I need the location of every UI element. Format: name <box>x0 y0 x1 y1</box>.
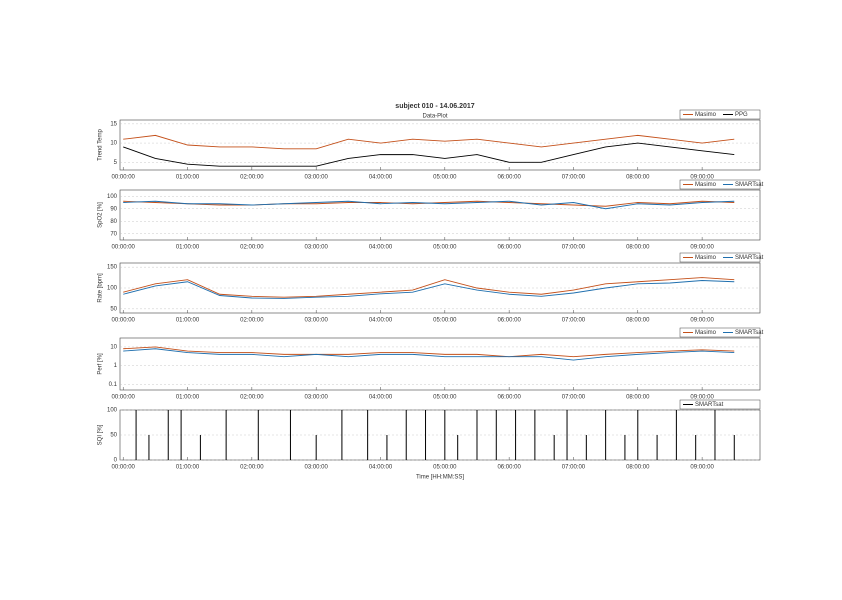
x-tick-label: 09:00:00 <box>690 395 714 401</box>
x-tick-label: 04:00:00 <box>369 175 393 181</box>
y-axis-label: SQI [%] <box>98 424 104 445</box>
legend-box <box>679 399 761 410</box>
x-tick-label: 02:00:00 <box>240 395 264 401</box>
x-tick-label: 07:00:00 <box>562 245 586 251</box>
legend-box <box>679 327 761 338</box>
y-tick-label: 0.1 <box>109 382 118 388</box>
legend-label: SMARTsat <box>735 255 764 261</box>
y-tick-label: 15 <box>110 121 117 127</box>
x-tick-label: 03:00:00 <box>305 245 329 251</box>
x-tick-label: 06:00:00 <box>497 175 521 181</box>
x-tick-label: 07:00:00 <box>562 175 586 181</box>
legend-box <box>679 179 761 190</box>
x-tick-label: 00:00:00 <box>112 395 136 401</box>
series-line <box>123 346 735 358</box>
y-axis-label: SpO2 [%] <box>98 202 104 228</box>
legend-label: SMARTsat <box>735 330 764 336</box>
y-tick-label: 90 <box>110 206 117 212</box>
y-tick-label: 100 <box>107 194 118 200</box>
y-tick-label: 5 <box>114 160 118 166</box>
x-tick-label: 00:00:00 <box>112 465 136 471</box>
x-tick-label: 02:00:00 <box>240 175 264 181</box>
x-tick-label: 04:00:00 <box>369 395 393 401</box>
plot-area <box>119 119 761 171</box>
x-tick-label: 05:00:00 <box>433 318 457 324</box>
y-tick-label: 70 <box>110 231 117 237</box>
y-tick-label: 1 <box>114 363 118 369</box>
x-tick-label: 02:00:00 <box>240 245 264 251</box>
series-line <box>123 277 735 298</box>
x-tick-label: 00:00:00 <box>112 245 136 251</box>
legend-label: SMARTsat <box>695 402 724 408</box>
y-axis-label: Perf [%] <box>98 353 104 375</box>
y-tick-label: 50 <box>110 306 117 312</box>
y-tick-label: 10 <box>110 345 117 351</box>
x-tick-label: 01:00:00 <box>176 465 200 471</box>
x-tick-label: 03:00:00 <box>305 465 329 471</box>
y-tick-label: 150 <box>107 265 118 271</box>
x-tick-label: 01:00:00 <box>176 318 200 324</box>
x-tick-label: 08:00:00 <box>626 465 650 471</box>
x-tick-label: 09:00:00 <box>690 245 714 251</box>
x-tick-label: 06:00:00 <box>497 318 521 324</box>
y-tick-label: 50 <box>110 433 117 439</box>
legend-label: PPG <box>735 112 748 118</box>
legend-label: Masimo <box>695 182 717 188</box>
x-tick-label: 06:00:00 <box>497 245 521 251</box>
legend-label: Masimo <box>695 255 717 261</box>
x-tick-label: 09:00:00 <box>690 318 714 324</box>
x-tick-label: 09:00:00 <box>690 175 714 181</box>
y-axis-label: Rate [bpm] <box>98 273 104 303</box>
x-tick-label: 04:00:00 <box>369 465 393 471</box>
y-tick-label: 0 <box>114 458 118 464</box>
x-tick-label: 08:00:00 <box>626 245 650 251</box>
x-tick-label: 00:00:00 <box>112 318 136 324</box>
y-tick-label: 100 <box>107 286 118 292</box>
series-line <box>123 134 735 150</box>
chart-subtitle: Data-Plot <box>422 114 447 120</box>
x-tick-label: 09:00:00 <box>690 465 714 471</box>
x-tick-label: 01:00:00 <box>176 395 200 401</box>
x-tick-label: 03:00:00 <box>305 318 329 324</box>
plot-area <box>119 189 761 241</box>
x-tick-label: 06:00:00 <box>497 395 521 401</box>
series-line <box>123 280 735 299</box>
x-axis-label: Time [HH:MM:SS] <box>416 475 464 481</box>
x-tick-label: 02:00:00 <box>240 318 264 324</box>
x-tick-label: 05:00:00 <box>433 395 457 401</box>
x-tick-label: 08:00:00 <box>626 395 650 401</box>
chart-title: subject 010 - 14.06.2017 <box>395 103 474 110</box>
x-tick-label: 02:00:00 <box>240 465 264 471</box>
x-tick-label: 01:00:00 <box>176 245 200 251</box>
series-line <box>123 142 735 167</box>
x-tick-label: 07:00:00 <box>562 395 586 401</box>
legend-label: Masimo <box>695 112 717 118</box>
legend-box <box>679 252 761 263</box>
x-tick-label: 05:00:00 <box>433 465 457 471</box>
x-tick-label: 03:00:00 <box>305 175 329 181</box>
x-tick-label: 04:00:00 <box>369 245 393 251</box>
x-tick-label: 04:00:00 <box>369 318 393 324</box>
legend-label: Masimo <box>695 330 717 336</box>
plot-area <box>119 337 761 391</box>
x-tick-label: 05:00:00 <box>433 245 457 251</box>
y-tick-label: 100 <box>107 408 118 414</box>
y-axis-label: Trend Temp <box>98 128 104 160</box>
x-tick-label: 08:00:00 <box>626 318 650 324</box>
legend-box <box>679 109 761 120</box>
x-tick-label: 06:00:00 <box>497 465 521 471</box>
x-tick-label: 00:00:00 <box>112 175 136 181</box>
x-tick-label: 07:00:00 <box>562 465 586 471</box>
x-tick-label: 08:00:00 <box>626 175 650 181</box>
y-tick-label: 80 <box>110 219 117 225</box>
series-line <box>123 200 735 210</box>
x-tick-label: 05:00:00 <box>433 175 457 181</box>
legend-label: SMARTsat <box>735 182 764 188</box>
x-tick-label: 01:00:00 <box>176 175 200 181</box>
series-line <box>123 348 735 361</box>
x-tick-label: 03:00:00 <box>305 395 329 401</box>
y-tick-label: 10 <box>110 141 117 147</box>
x-tick-label: 07:00:00 <box>562 318 586 324</box>
